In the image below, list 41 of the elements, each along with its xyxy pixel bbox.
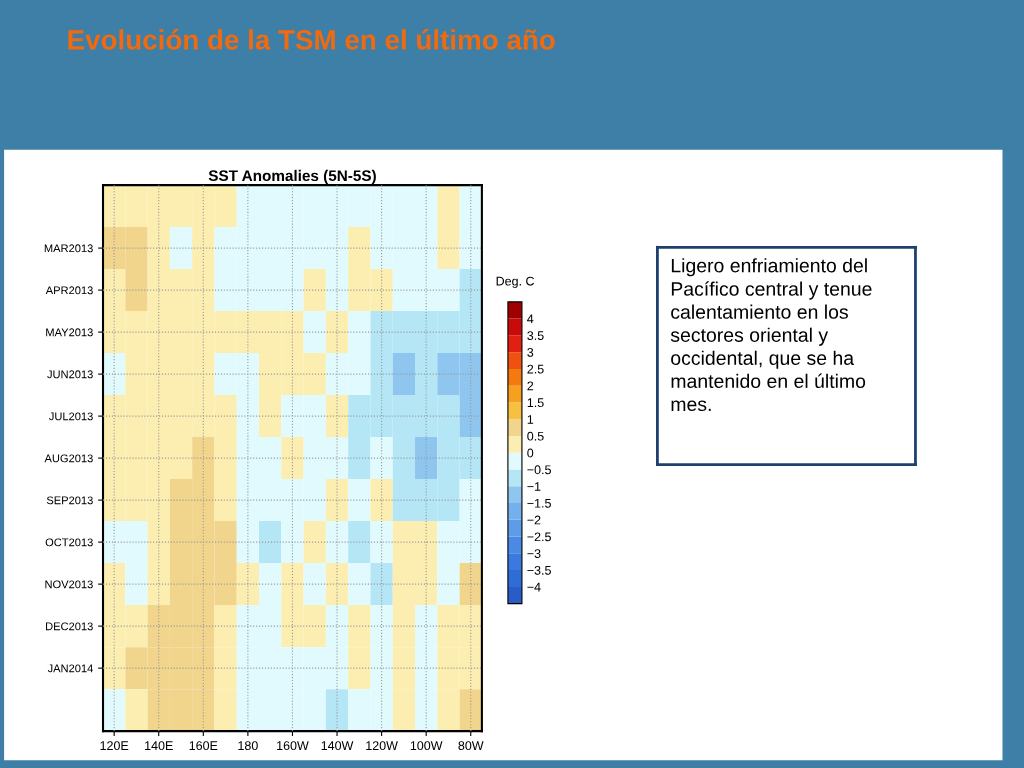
color-bar-label: 1 xyxy=(527,415,534,424)
x-tick-label: 120W xyxy=(366,741,398,751)
color-bar-label: −3.5 xyxy=(527,565,551,575)
y-tick-label: MAR2013 xyxy=(44,244,93,253)
y-tick-label: OCT2013 xyxy=(45,538,93,547)
color-bar-label: 4 xyxy=(527,314,534,324)
x-tick-label: 140E xyxy=(145,741,173,751)
x-tick-label: 100W xyxy=(410,741,443,751)
x-tick-label: 160W xyxy=(277,741,309,751)
x-tick-label: 160E xyxy=(189,741,218,751)
x-tick-label: 180 xyxy=(238,741,258,751)
y-tick-label: MAY2013 xyxy=(46,328,93,337)
y-tick-label: DEC2013 xyxy=(46,622,93,631)
chart-title: SST Anomalies (5N-5S) xyxy=(208,169,376,185)
y-tick-label: SEP2013 xyxy=(46,496,93,505)
color-bar-label: 2 xyxy=(527,381,534,391)
color-bar-label: −4 xyxy=(527,582,541,592)
color-bar-label: 1.5 xyxy=(527,398,544,408)
color-bar-label: 0 xyxy=(527,448,534,458)
x-tick-label: 80W xyxy=(458,741,484,751)
text: Ligero enfriamiento del Pacífico central y tenue calentamiento en los sectores oriental y occidental, que se ha mantenido en el último mes. xyxy=(670,258,872,412)
text: Evolución de la TSM en el último año xyxy=(68,29,555,50)
color-bar-label: 0.5 xyxy=(527,431,544,441)
color-bar-label: −1 xyxy=(527,482,541,491)
color-bar-label: −2.5 xyxy=(527,532,551,542)
x-tick-label: 140W xyxy=(321,741,354,751)
color-bar-label: −1.5 xyxy=(527,498,551,508)
color-bar-label: −2 xyxy=(527,515,541,525)
x-tick-label: 120E xyxy=(100,741,129,751)
y-tick-label: AUG2013 xyxy=(44,454,93,463)
y-tick-label: JAN2014 xyxy=(47,664,93,673)
y-tick-label: APR2013 xyxy=(45,286,93,295)
y-tick-label: JUN2013 xyxy=(47,370,93,379)
color-bar-label: 3 xyxy=(527,347,534,357)
y-tick-label: NOV2013 xyxy=(45,580,93,589)
color-bar-label: −3 xyxy=(527,549,541,558)
color-bar-label: 3.5 xyxy=(527,331,544,341)
y-tick-label: JUL2013 xyxy=(48,412,93,421)
color-bar-label: −0.5 xyxy=(527,465,551,475)
color-bar-title: Deg. C xyxy=(496,276,535,288)
color-bar-label: 2.5 xyxy=(527,364,544,374)
